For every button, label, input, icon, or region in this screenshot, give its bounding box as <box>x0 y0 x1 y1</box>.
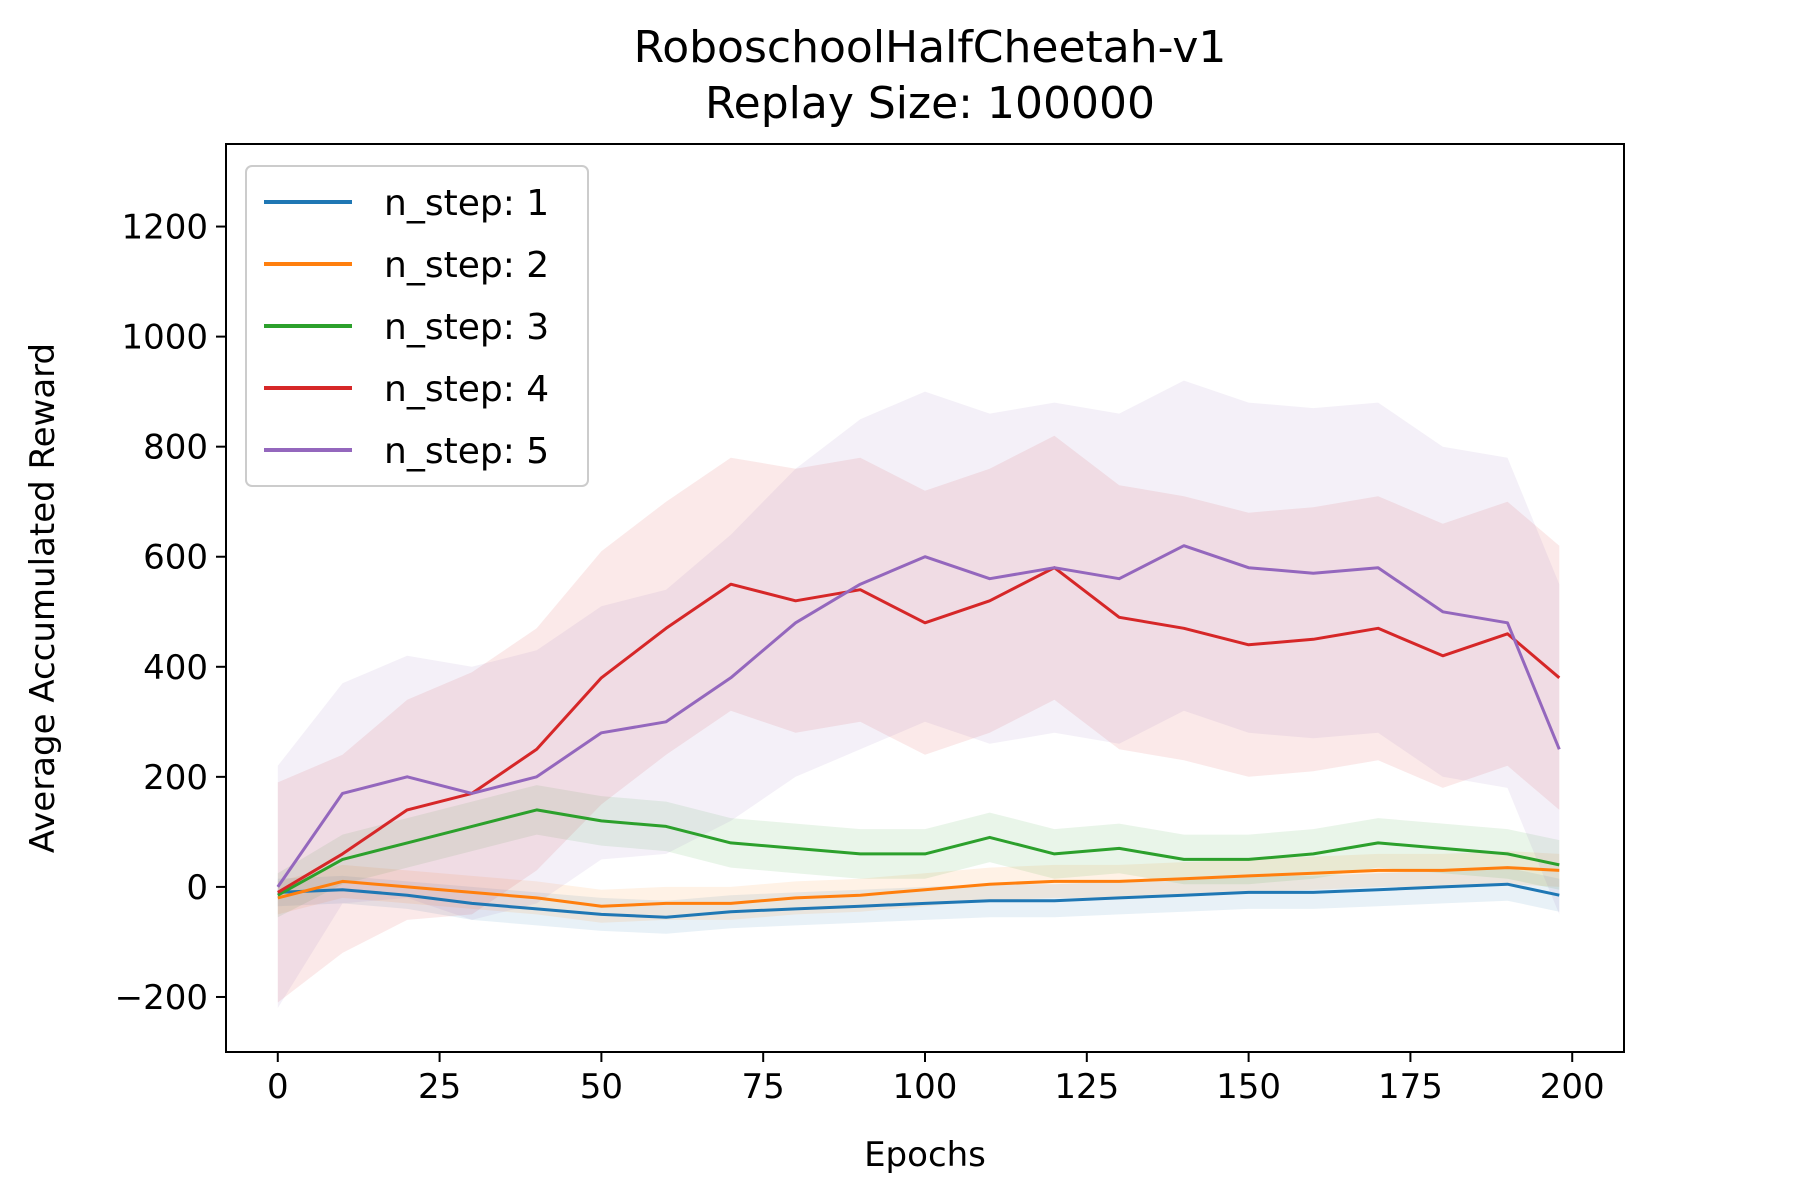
y-tick-label: −200 <box>115 978 208 1018</box>
y-tick-label: 1000 <box>121 318 208 358</box>
x-tick-label: 50 <box>580 1067 623 1107</box>
legend-label-3: n_step: 3 <box>384 307 549 348</box>
series-line-3 <box>277 808 1560 897</box>
series-line-5 <box>276 544 1561 888</box>
legend-label-5: n_step: 5 <box>384 431 549 472</box>
series-band-4 <box>277 435 1560 1003</box>
y-axis-ticks: −200 0 200 400 600 800 1000 1200 <box>115 208 226 1018</box>
legend-label-2: n_step: 2 <box>384 245 549 286</box>
series-line-2 <box>277 866 1560 908</box>
legend: n_step: 1 n_step: 2 n_step: 3 n_step: 4 n_st… <box>245 165 589 487</box>
chart-subtitle: Replay Size: 100000 <box>705 78 1155 129</box>
y-tick-label: 600 <box>143 538 208 578</box>
x-tick-label: 0 <box>267 1067 289 1107</box>
legend-label-1: n_step: 1 <box>384 183 549 224</box>
chart-title: RoboschoolHalfCheetah-v1 <box>634 22 1227 73</box>
x-tick-label: 75 <box>742 1067 785 1107</box>
legend-frame <box>245 165 589 487</box>
x-axis-ticks: 0 25 50 75 100 125 150 175 200 <box>267 1052 1605 1107</box>
y-axis-label: Average Accumulated Reward <box>23 343 63 853</box>
confidence-bands <box>277 380 1560 1009</box>
legend-label-4: n_step: 4 <box>384 369 549 410</box>
series-band-3 <box>277 785 1560 918</box>
series-line-4 <box>277 566 1561 894</box>
x-tick-label: 175 <box>1378 1067 1443 1107</box>
x-tick-label: 150 <box>1216 1067 1281 1107</box>
y-tick-label: 0 <box>186 868 208 908</box>
y-tick-label: 1200 <box>121 208 208 248</box>
series-line-1 <box>277 882 1560 919</box>
x-tick-label: 100 <box>893 1067 958 1107</box>
x-tick-label: 200 <box>1540 1067 1605 1107</box>
x-axis-label: Epochs <box>864 1135 986 1175</box>
y-tick-label: 800 <box>143 428 208 468</box>
x-tick-label: 25 <box>418 1067 461 1107</box>
series-lines <box>276 544 1561 919</box>
series-band-1 <box>277 867 1560 934</box>
y-tick-label: 400 <box>143 648 208 688</box>
x-tick-label: 125 <box>1054 1067 1119 1107</box>
y-tick-label: 200 <box>143 758 208 798</box>
series-band-5 <box>277 380 1560 1009</box>
